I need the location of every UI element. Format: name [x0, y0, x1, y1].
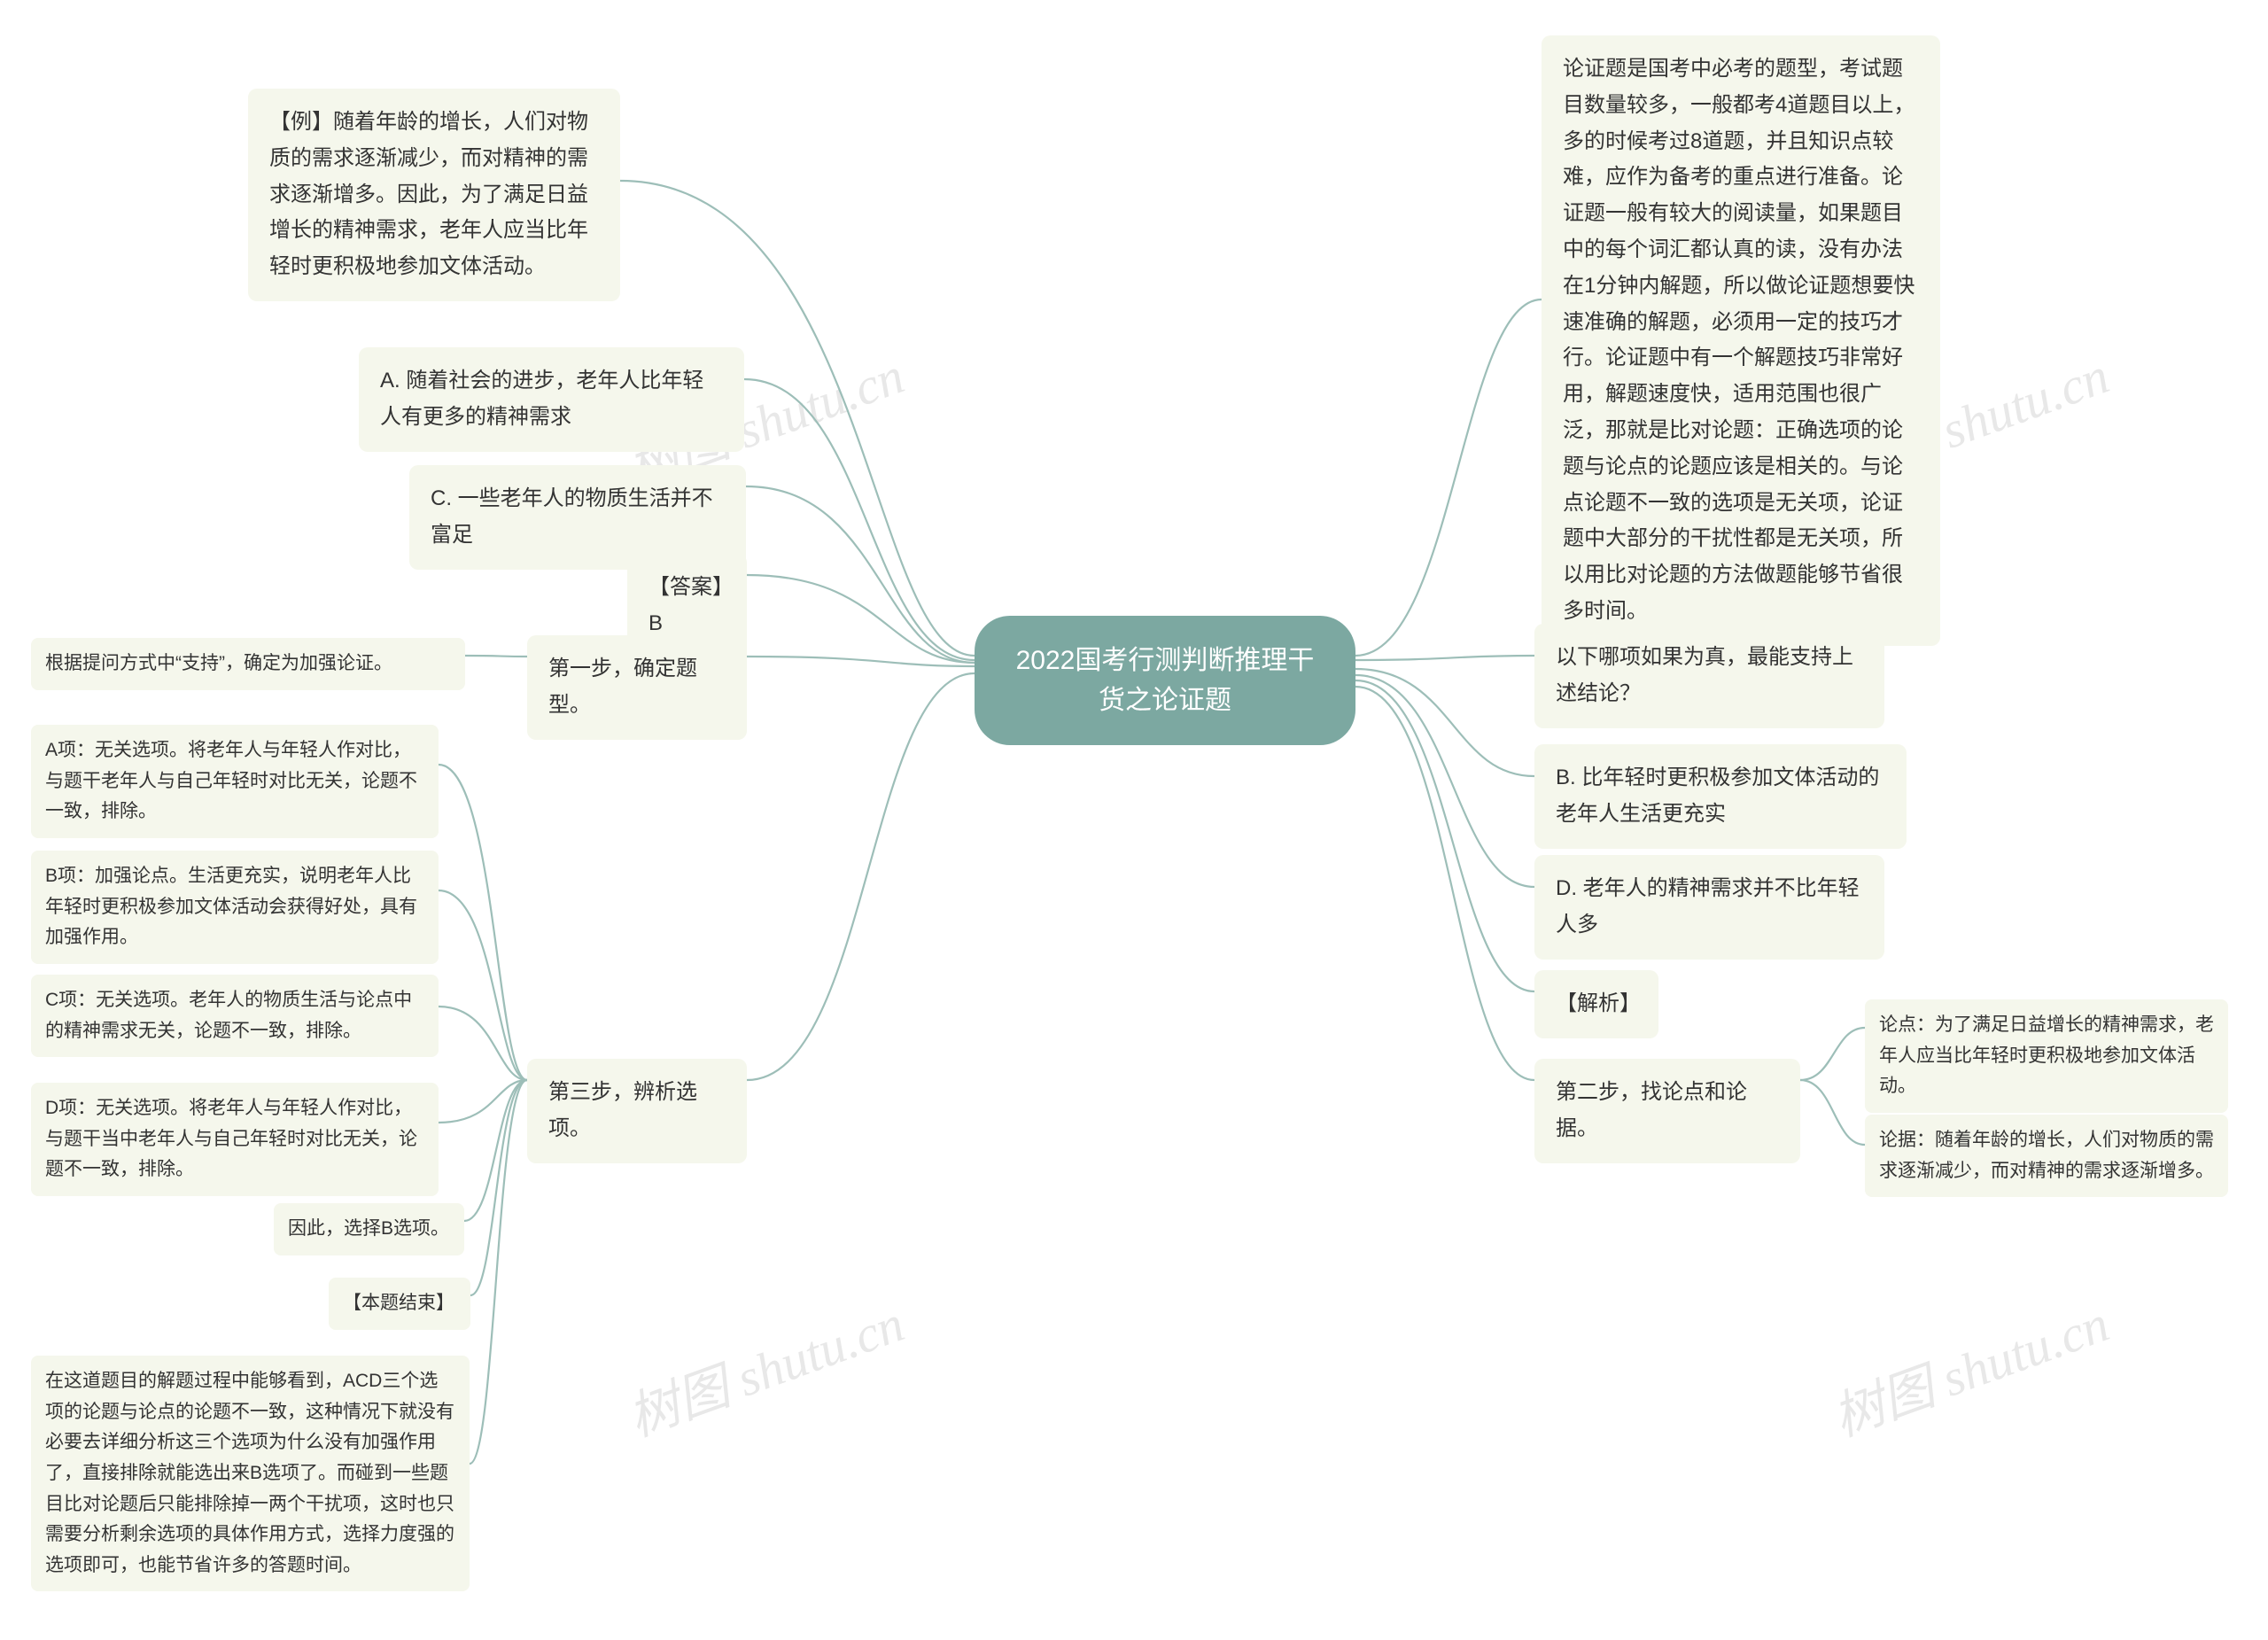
node-text: 第三步，辨析选项。	[548, 1080, 697, 1140]
node-text: C项：无关选项。老年人的物质生活与论点中的精神需求无关，论题不一致，排除。	[45, 990, 412, 1041]
node-text: 【解析】	[1556, 991, 1641, 1015]
watermark: 树图 shutu.cn	[616, 1282, 913, 1450]
node-l6d: D项：无关选项。将老年人与年轻人作对比，与题干当中老年人与自己年轻时对比无关，论…	[31, 1083, 439, 1196]
node-text: A项：无关选项。将老年人与年轻人作对比，与题干老年人与自己年轻时对比无关，论题不…	[45, 740, 417, 821]
node-r6b: 论据：随着年龄的增长，人们对物质的需求逐渐减少，而对精神的需求逐渐增多。	[1865, 1115, 2228, 1197]
node-text: 【答案】B	[649, 575, 723, 635]
node-l6f: 【本题结束】	[329, 1278, 470, 1330]
node-text: 因此，选择B选项。	[288, 1218, 449, 1239]
watermark: 树图 shutu.cn	[1821, 1282, 2117, 1450]
node-l6e: 因此，选择B选项。	[274, 1203, 464, 1255]
node-l6c: C项：无关选项。老年人的物质生活与论点中的精神需求无关，论题不一致，排除。	[31, 975, 439, 1057]
node-r6a: 论点：为了满足日益增长的精神需求，老年人应当比年轻时更积极地参加文体活动。	[1865, 999, 2228, 1113]
node-r2: 以下哪项如果为真，最能支持上述结论？	[1534, 624, 1884, 728]
node-text: 论据：随着年龄的增长，人们对物质的需求逐渐减少，而对精神的需求逐渐增多。	[1879, 1130, 2214, 1181]
node-r3: B. 比年轻时更积极参加文体活动的老年人生活更充实	[1534, 744, 1907, 849]
node-text: 论证题是国考中必考的题型，考试题目数量较多，一般都考4道题目以上，多的时候考过8…	[1563, 57, 1915, 623]
node-l6g: 在这道题目的解题过程中能够看到，ACD三个选项的论题与论点的论题不一致，这种情况…	[31, 1356, 470, 1591]
central-topic: 2022国考行测判断推理干货之论证题	[975, 616, 1355, 745]
node-l6b: B项：加强论点。生活更充实，说明老年人比年轻时更积极参加文体活动会获得好处，具有…	[31, 851, 439, 964]
central-topic-text: 2022国考行测判断推理干货之论证题	[1016, 646, 1315, 715]
node-text: 在这道题目的解题过程中能够看到，ACD三个选项的论题与论点的论题不一致，这种情况…	[45, 1371, 454, 1575]
node-text: 以下哪项如果为真，最能支持上述结论？	[1556, 645, 1853, 705]
node-text: 第一步，确定题型。	[548, 657, 697, 717]
node-text: B项：加强论点。生活更充实，说明老年人比年轻时更积极参加文体活动会获得好处，具有…	[45, 866, 417, 947]
node-l1-example: 【例】随着年龄的增长，人们对物质的需求逐渐减少，而对精神的需求逐渐增多。因此，为…	[248, 89, 620, 301]
node-text: C. 一些老年人的物质生活并不富足	[431, 486, 713, 547]
node-text: 根据提问方式中“支持”，确定为加强论证。	[45, 653, 392, 673]
node-r5: 【解析】	[1534, 970, 1658, 1038]
node-l6-step3: 第三步，辨析选项。	[527, 1059, 747, 1163]
node-text: D. 老年人的精神需求并不比年轻人多	[1556, 876, 1860, 937]
node-r1: 论证题是国考中必考的题型，考试题目数量较多，一般都考4道题目以上，多的时候考过8…	[1542, 35, 1940, 646]
node-text: A. 随着社会的进步，老年人比年轻人有更多的精神需求	[380, 369, 703, 429]
node-text: 第二步，找论点和论据。	[1556, 1080, 1747, 1140]
node-r6: 第二步，找论点和论据。	[1534, 1059, 1800, 1163]
node-r4: D. 老年人的精神需求并不比年轻人多	[1534, 855, 1884, 960]
node-text: 论点：为了满足日益增长的精神需求，老年人应当比年轻时更积极地参加文体活动。	[1879, 1014, 2214, 1096]
node-text: 【例】随着年龄的增长，人们对物质的需求逐渐减少，而对精神的需求逐渐增多。因此，为…	[269, 110, 588, 278]
node-l6a: A项：无关选项。将老年人与年轻人作对比，与题干老年人与自己年轻时对比无关，论题不…	[31, 725, 439, 838]
node-l5a: 根据提问方式中“支持”，确定为加强论证。	[31, 638, 465, 690]
node-text: 【本题结束】	[343, 1293, 454, 1313]
node-l2-optA: A. 随着社会的进步，老年人比年轻人有更多的精神需求	[359, 347, 744, 452]
node-text: D项：无关选项。将老年人与年轻人作对比，与题干当中老年人与自己年轻时对比无关，论…	[45, 1098, 417, 1179]
node-l5-step1: 第一步，确定题型。	[527, 635, 747, 740]
node-text: B. 比年轻时更积极参加文体活动的老年人生活更充实	[1556, 766, 1879, 826]
